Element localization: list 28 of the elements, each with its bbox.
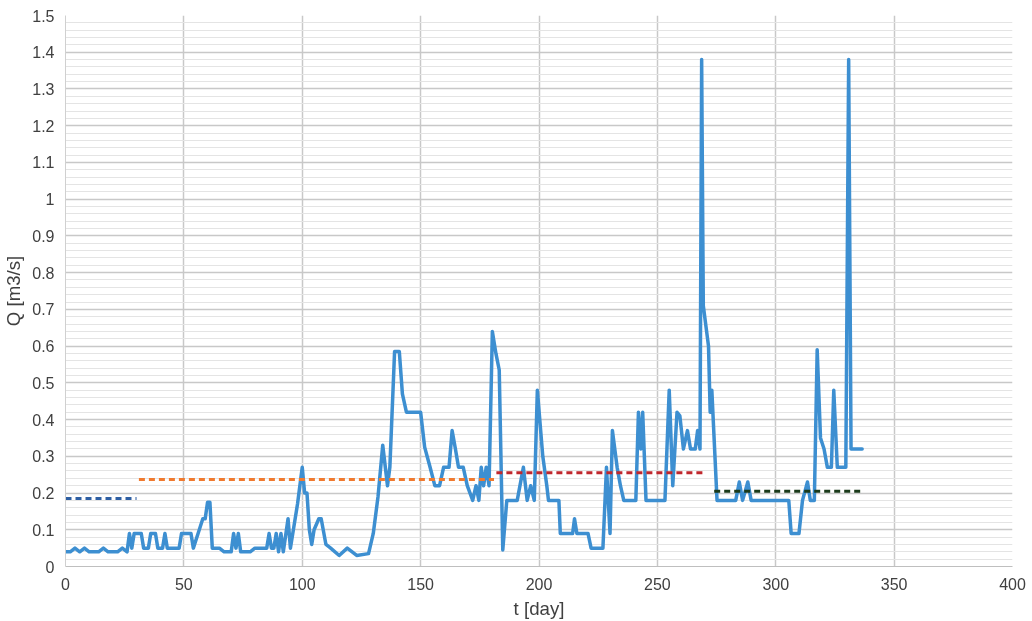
x-tick-label: 150 xyxy=(407,575,435,593)
x-tick-label: 250 xyxy=(644,575,671,593)
y-tick-label: 0.5 xyxy=(32,374,55,392)
y-tick-label: 1.2 xyxy=(32,117,55,135)
y-tick-label: 1.5 xyxy=(32,7,55,25)
y-tick-label: 1.1 xyxy=(32,154,55,172)
y-tick-label: 1 xyxy=(45,191,55,209)
y-tick-label: 0.4 xyxy=(32,411,55,429)
y-tick-label: 0.8 xyxy=(32,264,55,282)
y-tick-label: 0.2 xyxy=(32,485,55,503)
x-tick-label: 100 xyxy=(288,575,316,593)
y-axis-title: Q [m3/s] xyxy=(3,255,25,327)
y-tick-label: 0.6 xyxy=(32,338,55,356)
y-tick-label: 0.9 xyxy=(32,227,55,245)
x-tick-label: 50 xyxy=(174,575,193,593)
x-tick-label: 0 xyxy=(61,575,71,593)
y-tick-label: 0.3 xyxy=(32,448,55,466)
y-tick-label: 0.7 xyxy=(32,301,55,319)
line-series xyxy=(65,57,864,558)
y-tick-label: 0.1 xyxy=(32,521,55,539)
y-tick-label: 0 xyxy=(45,558,55,576)
y-tick-label: 1.4 xyxy=(32,44,55,62)
x-axis-title: t [day] xyxy=(513,597,565,619)
y-tick-label: 1.3 xyxy=(32,80,55,98)
x-tick-label: 400 xyxy=(999,575,1026,593)
x-tick-label: 300 xyxy=(762,575,790,593)
x-tick-label: 200 xyxy=(525,575,553,593)
x-tick-label: 350 xyxy=(880,575,908,593)
